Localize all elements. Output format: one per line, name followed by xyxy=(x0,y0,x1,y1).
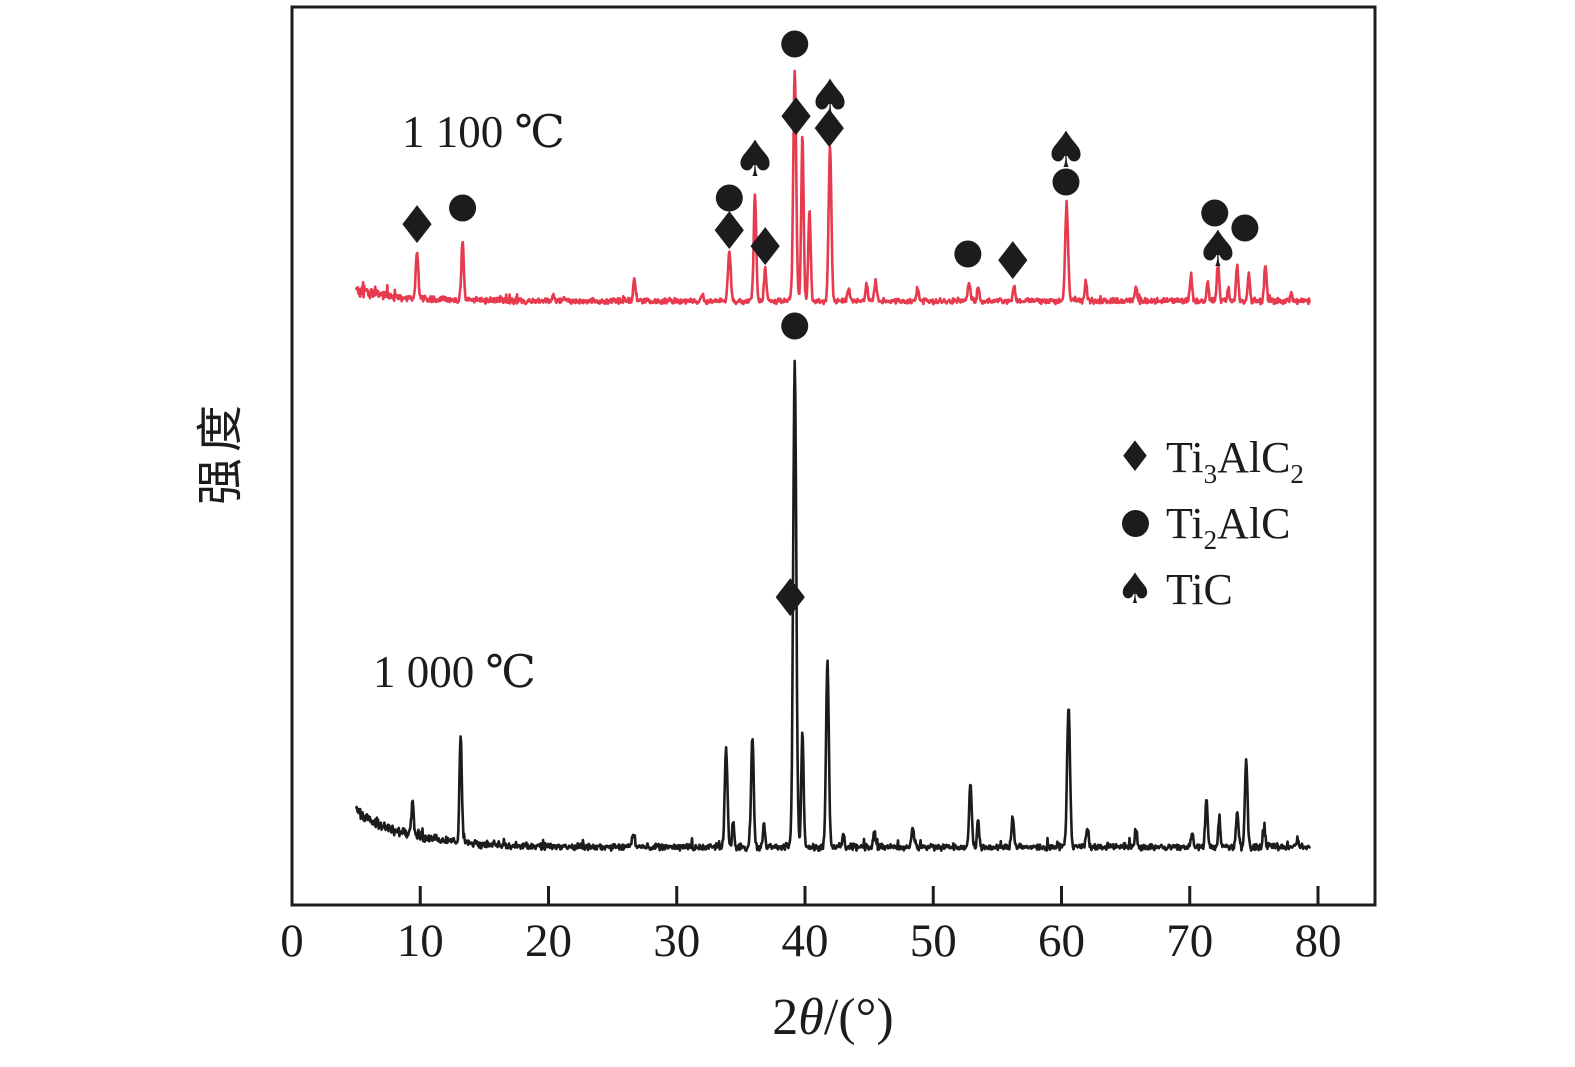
peak-marker-circle-icon xyxy=(1231,214,1259,242)
peak-marker-diamond-icon: ♦ xyxy=(394,196,441,256)
peak-marker-circle-icon xyxy=(1201,199,1229,227)
x-axis-ticks xyxy=(290,886,1320,905)
peak-marker-diamond-icon: ♦ xyxy=(773,88,820,148)
curves xyxy=(354,69,1312,853)
peak-marker-diamond-icon: ♦ xyxy=(742,218,789,278)
peak-marker-diamond-icon: ♦ xyxy=(767,569,814,629)
peak-marker-spade-icon: ♠ xyxy=(733,130,778,188)
peak-marker-circle-icon xyxy=(781,312,809,340)
peak-marker-circle-icon xyxy=(1052,168,1080,196)
peak-marker-diamond-icon: ♦ xyxy=(706,202,753,262)
peak-marker-circle-icon xyxy=(449,194,477,222)
xrd-curve-1000c xyxy=(354,359,1312,853)
peak-marker-diamond-icon: ♦ xyxy=(989,232,1036,292)
peak-marker-circle-icon xyxy=(715,184,743,212)
peak-markers: ♦ ♦♠♦♦♠♦♦♠♠♦ xyxy=(394,30,1259,629)
xrd-curve-1100c xyxy=(354,69,1312,306)
peak-marker-diamond-icon: ♦ xyxy=(806,100,853,160)
peak-marker-spade-icon: ♠ xyxy=(808,69,853,127)
plot-border xyxy=(290,5,1377,907)
peak-marker-circle-icon xyxy=(954,240,982,268)
peak-marker-circle-icon xyxy=(781,30,809,58)
